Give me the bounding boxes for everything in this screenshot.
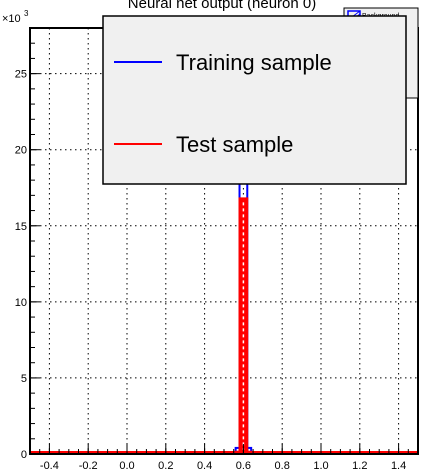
test-bar <box>238 197 249 455</box>
x-tick-label: 0.0 <box>119 460 134 472</box>
y-exponent-power: 3 <box>24 9 29 18</box>
x-tick-label: -0.2 <box>79 460 98 472</box>
legend-test-label: Test sample <box>176 132 293 157</box>
y-tick-label: 25 <box>15 69 27 81</box>
chart-title: Neural net output (neuron 0) <box>128 0 316 12</box>
x-tick-label: -0.4 <box>40 460 59 472</box>
x-tick-label: 0.8 <box>275 460 290 472</box>
legend-box <box>102 15 407 185</box>
y-tick-label: 0 <box>21 449 27 461</box>
x-tick-label: 1.2 <box>352 460 367 472</box>
x-tick-label: 0.4 <box>197 460 212 472</box>
x-tick-label: 1.4 <box>391 460 406 472</box>
legend: Training sample Test sample <box>102 15 407 185</box>
x-tick-label: 0.6 <box>236 460 251 472</box>
x-tick-label: 1.0 <box>313 460 328 472</box>
y-tick-label: 10 <box>15 297 27 309</box>
y-tick-label: 20 <box>15 145 27 157</box>
legend-training-label: Training sample <box>176 50 332 75</box>
y-tick-label: 5 <box>21 373 27 385</box>
y-tick-label: 15 <box>15 221 27 233</box>
x-tick-label: 0.2 <box>158 460 173 472</box>
y-exponent-base: ×10 <box>2 13 21 25</box>
